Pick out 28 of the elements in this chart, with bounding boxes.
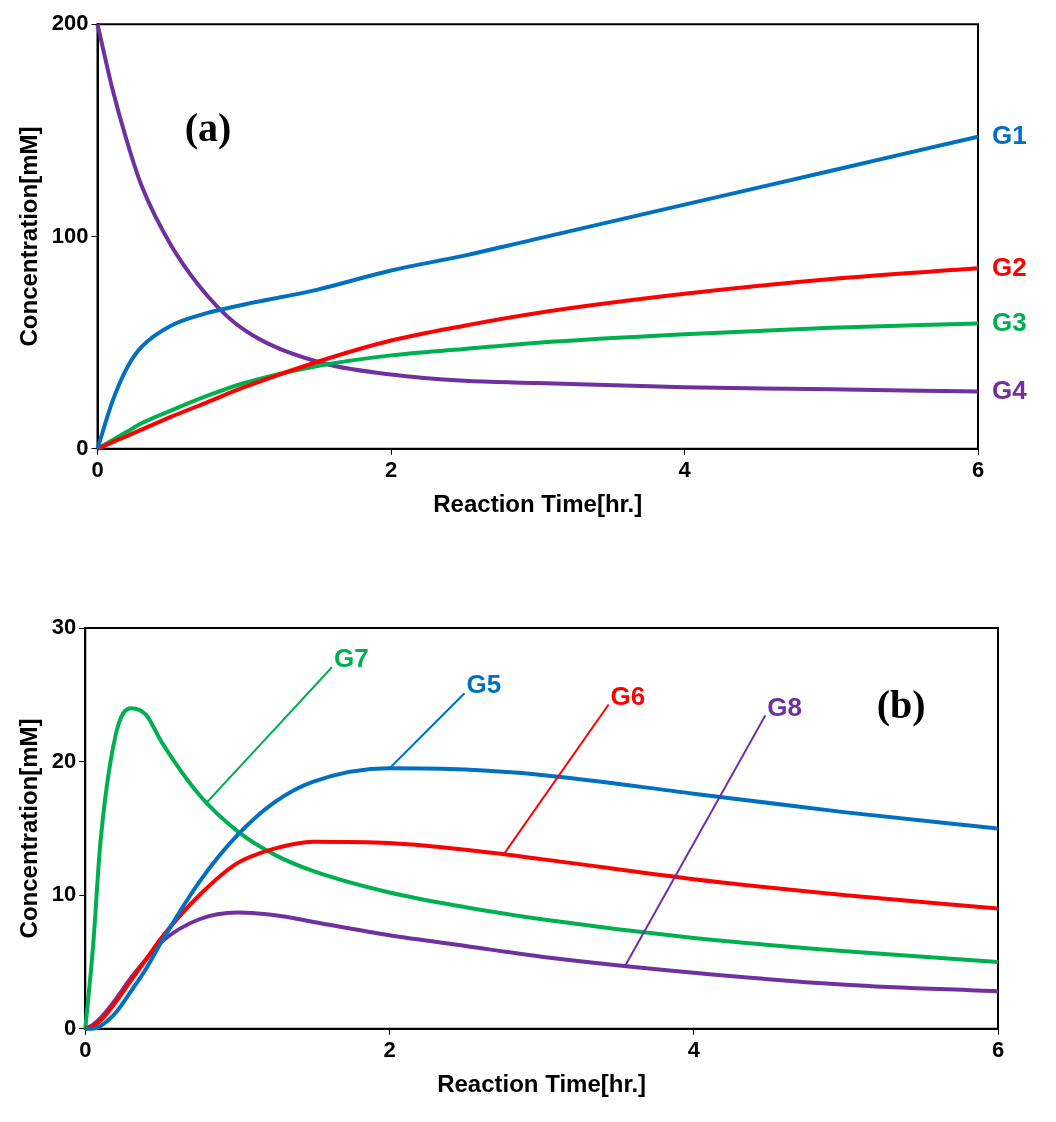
line-series bbox=[95, 22, 980, 394]
text: G5 bbox=[466, 669, 502, 700]
series-label: G4 bbox=[992, 374, 1028, 405]
y-axis-title: Concentration[mM] bbox=[15, 126, 43, 347]
x-tick-label: 6 bbox=[971, 457, 985, 483]
y-tick-label: 100 bbox=[51, 222, 89, 248]
y-tick-label: 0 bbox=[76, 434, 89, 460]
annotation: (a) bbox=[184, 104, 232, 150]
series-label: G1 bbox=[992, 119, 1027, 150]
text: G7 bbox=[333, 643, 369, 674]
y-tick-label: 10 bbox=[51, 881, 77, 907]
series-label: G3 bbox=[992, 306, 1027, 337]
x-tick-label: 6 bbox=[991, 1037, 1005, 1063]
x-axis-title: Reaction Time[hr.] bbox=[437, 1070, 647, 1098]
x-tick-label: 2 bbox=[383, 1037, 396, 1063]
y-tick-label: 200 bbox=[51, 10, 89, 36]
x-tick-label: 4 bbox=[678, 457, 692, 483]
y-tick-label: 30 bbox=[51, 614, 77, 640]
x-tick-label: 4 bbox=[687, 1037, 701, 1063]
y-axis-title: Concentration[mM] bbox=[15, 718, 43, 939]
text: G6 bbox=[610, 680, 646, 711]
y-tick-label: 20 bbox=[51, 747, 77, 773]
x-tick-label: 2 bbox=[384, 457, 398, 483]
x-axis-title: Reaction Time[hr.] bbox=[433, 490, 643, 518]
series-label: G2 bbox=[992, 251, 1027, 282]
y-tick-label: 0 bbox=[64, 1014, 77, 1040]
annotation: (b) bbox=[876, 682, 926, 728]
text: G8 bbox=[767, 691, 802, 722]
